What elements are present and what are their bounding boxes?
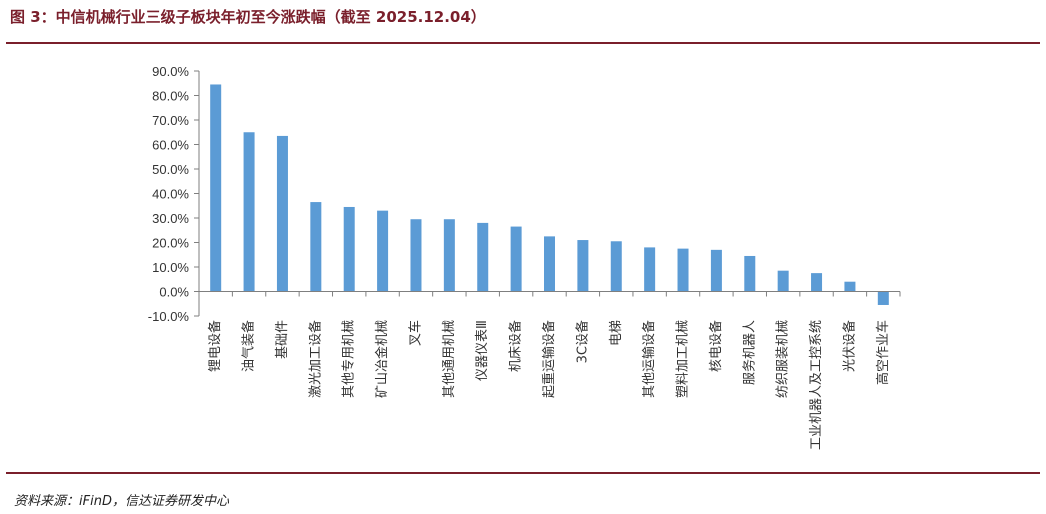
category-label: 工业机器人及工控系统 <box>809 320 824 450</box>
bar-7 <box>443 219 455 292</box>
bar-6 <box>410 219 422 292</box>
category-label: 光伏设备 <box>841 320 857 372</box>
category-labels: 锂电设备 油气装备 基础件 激光加工设备 其他专用机械 矿山冶金机械 叉车 其他通用机械 仪器仪… <box>207 320 891 450</box>
bar-17 <box>777 270 789 292</box>
category-label: 塑料加工机械 <box>676 320 691 398</box>
y-tick-label: 70.0% <box>152 113 189 128</box>
category-label: 激光加工设备 <box>307 320 323 398</box>
bar-11 <box>577 240 589 292</box>
category-label: 起重运输设备 <box>541 320 557 398</box>
bar-16 <box>744 255 756 292</box>
bar-19 <box>844 281 856 292</box>
category-label: 服务机器人 <box>741 320 757 385</box>
bar-0 <box>210 84 222 292</box>
bar-18 <box>811 273 823 292</box>
category-label: 其他通用机械 <box>442 320 457 398</box>
bar-chart: 90.0% 80.0% 70.0% 60.0% 50.0% 40.0% 30.0% 20.0%… <box>148 64 901 450</box>
category-label: 3C设备 <box>574 320 590 363</box>
source-note: 资料来源：iFinD，信达证券研发中心 <box>14 494 229 509</box>
category-label: 叉车 <box>408 320 424 346</box>
bars <box>210 84 889 305</box>
bar-15 <box>710 249 722 292</box>
category-label: 油气装备 <box>241 320 257 372</box>
category-label: 核电设备 <box>708 320 724 372</box>
y-tick-label: 80.0% <box>152 89 189 104</box>
bar-9 <box>510 226 522 292</box>
y-tick-label: 0.0% <box>159 285 189 300</box>
category-label: 矿山冶金机械 <box>374 320 390 398</box>
x-axis <box>198 291 901 297</box>
bar-1 <box>243 132 255 292</box>
y-tick-label: 30.0% <box>152 211 189 226</box>
bar-20 <box>877 291 889 305</box>
category-label: 其他专用机械 <box>342 320 357 398</box>
y-tick-label: 50.0% <box>152 162 189 177</box>
y-tick-label: 40.0% <box>152 187 189 202</box>
category-label: 高空作业车 <box>875 320 891 385</box>
y-tick-label: 60.0% <box>152 138 189 153</box>
bar-2 <box>276 135 288 292</box>
category-label: 电梯 <box>609 320 624 346</box>
bar-12 <box>610 241 622 292</box>
y-axis: 90.0% 80.0% 70.0% 60.0% 50.0% 40.0% 30.0% 20.0%… <box>148 64 200 324</box>
bar-4 <box>343 206 355 292</box>
y-tick-label: -10.0% <box>148 309 190 324</box>
category-label: 仪器仪表Ⅲ <box>475 320 490 381</box>
bar-13 <box>644 247 656 292</box>
category-label: 机床设备 <box>508 320 524 372</box>
bar-5 <box>377 210 389 292</box>
category-label: 其他运输设备 <box>641 320 657 398</box>
bar-10 <box>544 236 555 292</box>
bar-3 <box>310 202 322 292</box>
category-label: 锂电设备 <box>207 320 223 372</box>
y-tick-label: 90.0% <box>152 64 189 79</box>
category-label: 基础件 <box>275 320 290 359</box>
top-divider <box>6 42 1040 44</box>
category-label: 纺织服装机械 <box>776 320 791 398</box>
bar-14 <box>677 248 689 292</box>
chart-title: 图 3：中信机械行业三级子板块年初至今涨跌幅（截至 2025.12.04） <box>10 8 486 26</box>
y-tick-label: 10.0% <box>152 260 189 275</box>
bottom-divider <box>6 472 1040 474</box>
bar-8 <box>477 222 489 292</box>
y-tick-label: 20.0% <box>152 236 189 251</box>
